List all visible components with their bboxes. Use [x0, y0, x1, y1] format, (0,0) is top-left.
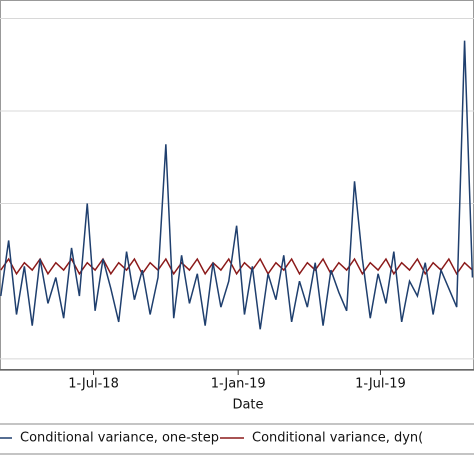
series-line [0, 40, 474, 330]
x-tick-label: 1-Jul-19 [355, 377, 406, 392]
x-axis-title: Date [232, 398, 263, 413]
plot-frame [0, 0, 474, 370]
series-line [0, 257, 473, 276]
legend-box [0, 423, 474, 455]
legend-label: Conditional variance, one-step [20, 431, 219, 446]
x-tick-label: 1-Jul-18 [68, 377, 119, 392]
legend-label: Conditional variance, dyn( [252, 431, 423, 446]
x-tick-label: 1-Jan-19 [211, 377, 266, 392]
